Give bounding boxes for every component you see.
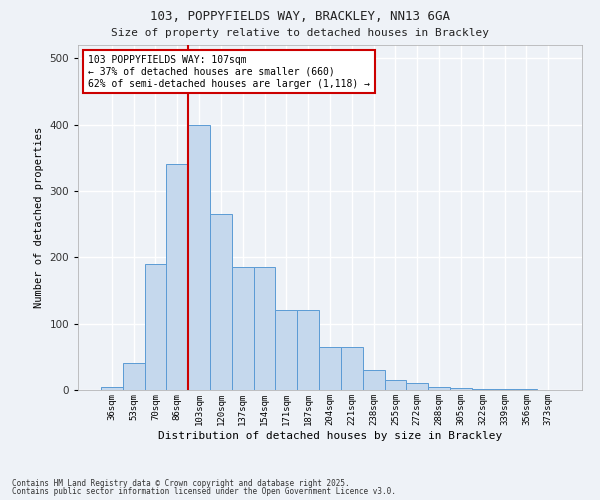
Text: Size of property relative to detached houses in Brackley: Size of property relative to detached ho… (111, 28, 489, 38)
Bar (101, 386, 123, 390)
Bar (210, 214, 232, 390)
Bar (450, 388, 472, 390)
Bar (166, 164, 188, 390)
Bar (232, 268, 254, 390)
Bar (297, 310, 319, 390)
Bar (188, 124, 210, 390)
Bar (428, 386, 450, 390)
Bar (406, 384, 428, 390)
Bar (472, 388, 494, 390)
Text: 103, POPPYFIELDS WAY, BRACKLEY, NN13 6GA: 103, POPPYFIELDS WAY, BRACKLEY, NN13 6GA (150, 10, 450, 23)
Bar (145, 264, 166, 390)
Text: Contains HM Land Registry data © Crown copyright and database right 2025.: Contains HM Land Registry data © Crown c… (12, 478, 350, 488)
Bar (385, 380, 406, 390)
Bar (363, 370, 385, 390)
Bar (275, 310, 297, 390)
Y-axis label: Number of detached properties: Number of detached properties (34, 127, 44, 308)
Text: 103 POPPYFIELDS WAY: 107sqm
← 37% of detached houses are smaller (660)
62% of se: 103 POPPYFIELDS WAY: 107sqm ← 37% of det… (88, 56, 370, 88)
Bar (319, 347, 341, 390)
Bar (341, 347, 363, 390)
X-axis label: Distribution of detached houses by size in Brackley: Distribution of detached houses by size … (158, 430, 502, 440)
Text: Contains public sector information licensed under the Open Government Licence v3: Contains public sector information licen… (12, 487, 396, 496)
Bar (254, 268, 275, 390)
Bar (123, 364, 145, 390)
